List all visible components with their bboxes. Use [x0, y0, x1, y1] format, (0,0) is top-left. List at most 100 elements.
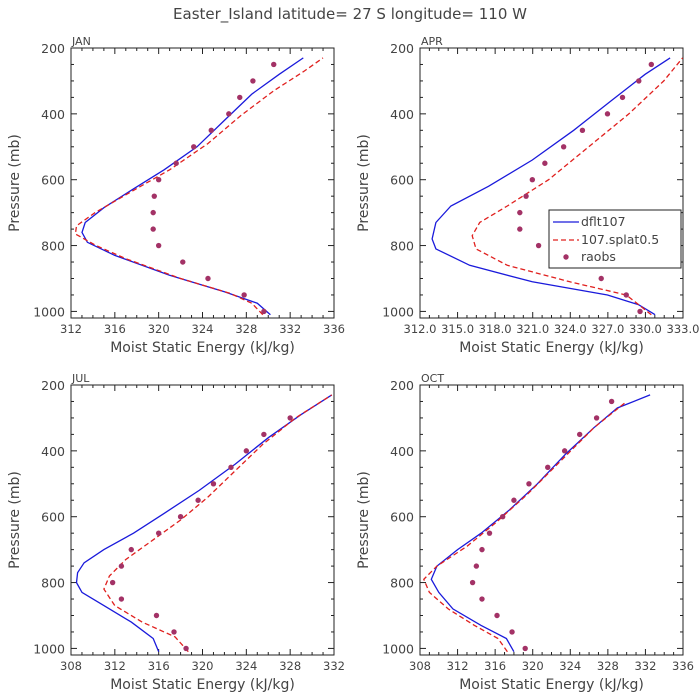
- raobs-point: [523, 193, 529, 199]
- y-tick-label: 800: [390, 576, 414, 591]
- y-tick-label: 600: [390, 173, 414, 188]
- x-tick-label: 327.0: [591, 322, 624, 336]
- raobs-point: [153, 612, 160, 619]
- raobs-point: [150, 226, 156, 232]
- panel-label: JAN: [71, 35, 91, 48]
- panel-jan: JAN 312 316 320 324 328 332 336 200 400 600 800 1000…: [7, 35, 345, 356]
- raobs-point: [637, 308, 643, 315]
- x-tick-label: 312: [60, 322, 82, 336]
- raobs-point: [155, 530, 162, 536]
- raobs-point: [479, 596, 485, 602]
- raobs-point: [517, 226, 523, 232]
- raobs-point: [191, 144, 197, 150]
- y-tick-label: 600: [390, 510, 414, 525]
- x-tick-label: 315.0: [441, 322, 474, 336]
- y-tick-label: 200: [390, 41, 414, 56]
- raobs-point: [155, 242, 162, 249]
- raobs-point: [494, 612, 500, 619]
- x-tick-label: 316: [148, 659, 170, 673]
- x-tick-label: 312: [447, 659, 469, 673]
- raobs-point: [509, 629, 515, 635]
- panel-label: APR: [421, 35, 443, 48]
- x-tick-label: 324: [235, 659, 257, 673]
- y-tick-label: 1000: [382, 304, 414, 319]
- series-line-dflt107: [430, 394, 651, 653]
- raobs-point: [473, 563, 480, 569]
- x-tick-label: 320: [522, 659, 544, 673]
- raobs-point: [287, 415, 293, 421]
- raobs-point: [183, 645, 189, 652]
- raobs-point: [118, 596, 125, 602]
- x-tick-label: 333.0: [667, 322, 700, 336]
- plot-frame: [70, 384, 335, 656]
- y-tick-label: 400: [390, 444, 414, 459]
- raobs-point: [173, 160, 179, 166]
- raobs-point: [469, 579, 476, 586]
- raobs-point: [511, 497, 517, 503]
- x-tick-label: 324: [192, 322, 214, 336]
- y-tick-label: 1000: [382, 641, 414, 656]
- raobs-point: [210, 481, 217, 487]
- raobs-point: [579, 127, 586, 134]
- x-tick-label: 318.0: [479, 322, 512, 336]
- series-line-dflt107: [75, 394, 333, 652]
- raobs-point: [226, 111, 232, 117]
- raobs-point: [271, 61, 277, 68]
- legend: dflt107 107.splat0.5 raobs: [548, 209, 682, 269]
- x-tick-label: 308: [60, 659, 82, 673]
- series-line-splat: [471, 57, 684, 316]
- raobs-point: [171, 629, 177, 635]
- x-tick-label: 312.0: [404, 322, 437, 336]
- y-axis-label: Pressure (mb): [356, 134, 372, 232]
- x-axis-label: Moist Static Energy (kJ/kg): [459, 677, 644, 693]
- raobs-point: [542, 160, 548, 166]
- figure-title: Easter_Island latitude= 27 S longitude= …: [173, 5, 527, 24]
- y-tick-label: 200: [390, 378, 414, 393]
- raobs-point: [623, 292, 629, 298]
- x-tick-label: 332: [323, 659, 345, 673]
- y-axis-label: Pressure (mb): [7, 471, 23, 569]
- raobs-point: [648, 61, 655, 68]
- panel-label: JUL: [71, 372, 90, 385]
- raobs-point: [576, 431, 583, 438]
- series-line-dflt107: [81, 57, 304, 316]
- x-tick-label: 324: [559, 659, 581, 673]
- raobs-point: [150, 209, 156, 216]
- raobs-point: [535, 242, 542, 249]
- plot-frame: [70, 47, 335, 319]
- legend-swatch-raobs: [563, 254, 569, 260]
- raobs-point: [237, 94, 243, 101]
- raobs-point: [560, 144, 567, 150]
- panel-label: OCT: [421, 372, 444, 385]
- legend-box: [548, 209, 682, 269]
- raobs-point: [545, 464, 551, 471]
- raobs-point: [598, 275, 604, 282]
- raobs-point: [526, 481, 532, 487]
- raobs-point: [593, 415, 600, 421]
- raobs-point: [261, 431, 267, 438]
- raobs-point: [261, 308, 267, 315]
- y-tick-label: 400: [41, 107, 65, 122]
- x-tick-label: 316: [104, 322, 126, 336]
- raobs-point: [155, 177, 162, 183]
- raobs-point: [243, 448, 250, 454]
- y-tick-label: 600: [41, 173, 65, 188]
- raobs-point: [180, 259, 186, 265]
- panel-jul: JUL 308 312 316 320 324 328 332 200 400 600 800 1000…: [7, 372, 345, 693]
- legend-label-splat: 107.splat0.5: [581, 232, 659, 247]
- series-line-splat: [103, 394, 333, 653]
- x-tick-label: 336: [672, 659, 694, 673]
- raobs-point: [250, 78, 256, 84]
- x-tick-label: 320: [192, 659, 214, 673]
- x-tick-label: 328: [597, 659, 619, 673]
- x-tick-label: 321.0: [516, 322, 549, 336]
- x-tick-label: 332: [634, 659, 656, 673]
- y-tick-label: 800: [41, 576, 65, 591]
- y-axis-label: Pressure (mb): [356, 471, 372, 569]
- y-tick-label: 200: [41, 378, 65, 393]
- raobs-point: [205, 275, 211, 282]
- x-tick-label: 324.0: [554, 322, 587, 336]
- raobs-point: [529, 177, 536, 183]
- y-tick-label: 400: [41, 444, 65, 459]
